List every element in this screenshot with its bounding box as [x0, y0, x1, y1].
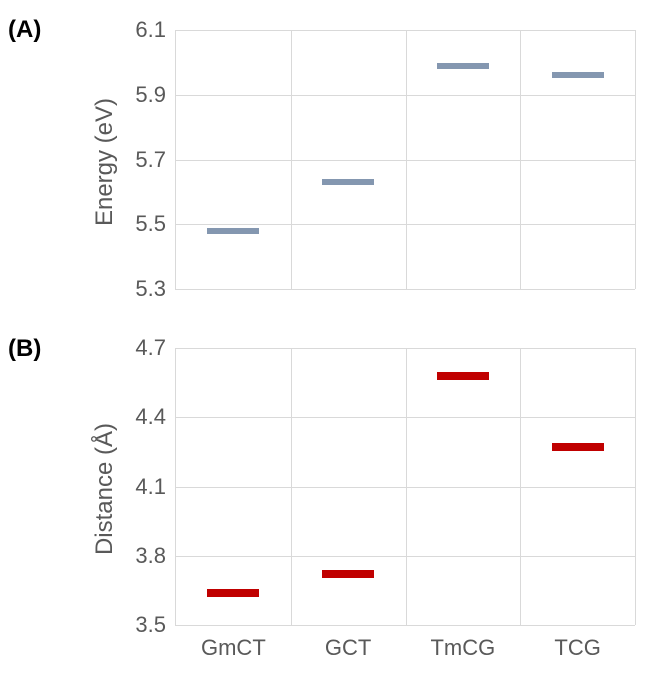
ytick-label: 3.5 — [135, 612, 176, 638]
panel-label-b: (B) — [8, 335, 41, 363]
grid-line — [291, 30, 292, 289]
data-marker — [437, 63, 489, 69]
xtick-label: TCG — [554, 625, 600, 661]
xtick-label: GCT — [325, 625, 371, 661]
grid-line — [520, 30, 521, 289]
data-marker — [437, 372, 489, 380]
data-marker — [552, 443, 604, 451]
figure-root: (A) Energy (eV) 5.3 5.5 5.7 5.9 6.1 (B) … — [0, 0, 667, 683]
xtick-label: GmCT — [201, 625, 266, 661]
data-marker — [322, 570, 374, 578]
ytick-label: 5.7 — [135, 147, 176, 173]
data-marker — [207, 589, 259, 597]
ytick-label: 5.5 — [135, 211, 176, 237]
grid-line — [635, 348, 636, 625]
panel-label-a: (A) — [8, 16, 41, 44]
plot-area-b: 3.5 3.8 4.1 4.4 4.7 GmCT GCT TmCG TCG — [175, 348, 635, 626]
ytick-label: 4.4 — [135, 404, 176, 430]
plot-area-a: 5.3 5.5 5.7 5.9 6.1 — [175, 30, 635, 290]
ylabel-b: Distance (Å) — [91, 399, 119, 579]
ytick-label: 5.9 — [135, 82, 176, 108]
ytick-label: 3.8 — [135, 543, 176, 569]
grid-line — [291, 348, 292, 625]
data-marker — [322, 179, 374, 185]
xtick-label: TmCG — [430, 625, 495, 661]
grid-line — [406, 348, 407, 625]
data-marker — [552, 72, 604, 78]
data-marker — [207, 228, 259, 234]
grid-line — [520, 348, 521, 625]
ytick-label: 6.1 — [135, 17, 176, 43]
ytick-label: 5.3 — [135, 276, 176, 302]
ytick-label: 4.7 — [135, 335, 176, 361]
grid-line — [635, 30, 636, 289]
ytick-label: 4.1 — [135, 474, 176, 500]
ylabel-a: Energy (eV) — [91, 72, 119, 252]
grid-line — [406, 30, 407, 289]
